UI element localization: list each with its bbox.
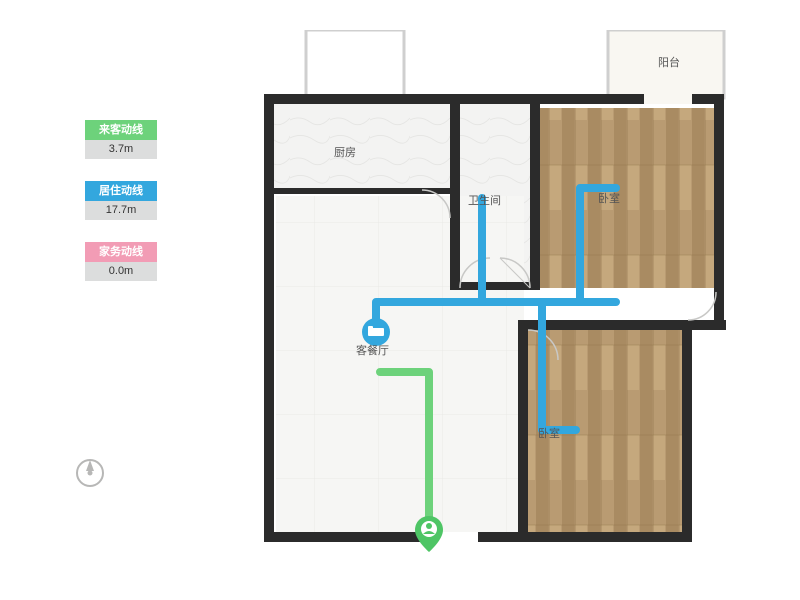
legend-item-chores: 家务动线 0.0m [85,242,157,281]
legend-value-chores: 0.0m [85,262,157,281]
room-label-bedroom1: 卧室 [598,190,620,206]
room-label-bathroom: 卫生间 [468,192,501,208]
legend-value-guest: 3.7m [85,140,157,159]
room-bedroom1-shape [538,108,714,288]
legend-label-guest: 来客动线 [85,120,157,140]
compass-icon [72,455,108,491]
floorplan: 阳台 厨房 卫生间 卧室 客餐厅 卧室 [250,30,740,575]
room-kitchen-shape [274,102,450,190]
door-arc [688,292,716,320]
room-label-kitchen: 厨房 [334,144,356,160]
notch-top-left [306,30,404,98]
room-label-balcony: 阳台 [658,54,680,70]
legend-item-guest: 来客动线 3.7m [85,120,157,159]
floorplan-svg [250,30,740,590]
legend-label-living: 居住动线 [85,181,157,201]
room-living-shape [276,196,524,534]
legend: 来客动线 3.7m 居住动线 17.7m 家务动线 0.0m [85,120,157,303]
room-label-living: 客餐厅 [356,342,389,358]
person-pin-icon [415,516,443,552]
legend-label-chores: 家务动线 [85,242,157,262]
legend-item-living: 居住动线 17.7m [85,181,157,220]
room-label-bedroom2: 卧室 [538,425,560,441]
legend-value-living: 17.7m [85,201,157,220]
